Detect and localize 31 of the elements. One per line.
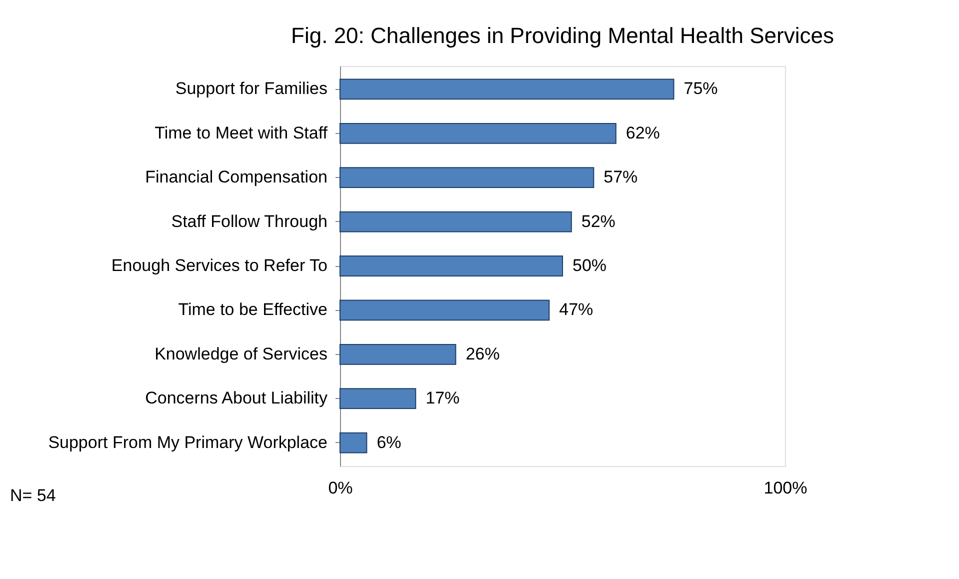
y-tick-label: Enough Services to Refer To <box>111 256 328 275</box>
y-tick-label: Staff Follow Through <box>171 212 328 231</box>
y-tick-label: Time to be Effective <box>178 300 328 320</box>
text: N= 54 <box>10 486 56 505</box>
x-tick-label: 100% <box>764 478 808 498</box>
bar <box>340 300 550 321</box>
data-label: 75% <box>684 79 718 98</box>
bar <box>340 122 616 144</box>
chart-title: Fig. 20: Challenges in Providing Mental Health Services <box>291 23 834 48</box>
data-label: 47% <box>559 300 594 320</box>
bar <box>340 78 674 100</box>
bar <box>340 256 563 276</box>
data-label: 52% <box>581 212 616 231</box>
data-label: 62% <box>626 123 660 142</box>
y-tick-label: Knowledge of Services <box>154 344 328 364</box>
y-tick-label: Support From My Primary Workplace <box>48 432 328 452</box>
data-label: 57% <box>604 168 638 187</box>
y-tick-label: Financial Compensation <box>145 168 328 187</box>
y-tick-label: Time to Meet with Staff <box>154 123 328 142</box>
x-tick-label: 0% <box>328 478 353 498</box>
bar <box>340 344 456 365</box>
data-label: 26% <box>466 344 500 364</box>
bar <box>340 167 594 188</box>
data-label: 50% <box>572 256 607 275</box>
bar <box>340 388 416 410</box>
y-tick-label: Support for Families <box>175 79 328 98</box>
bar <box>340 432 368 454</box>
y-tick-label: Concerns About Liability <box>145 388 328 408</box>
data-label: 6% <box>376 432 402 452</box>
data-label: 17% <box>426 388 460 408</box>
bar <box>340 211 572 232</box>
